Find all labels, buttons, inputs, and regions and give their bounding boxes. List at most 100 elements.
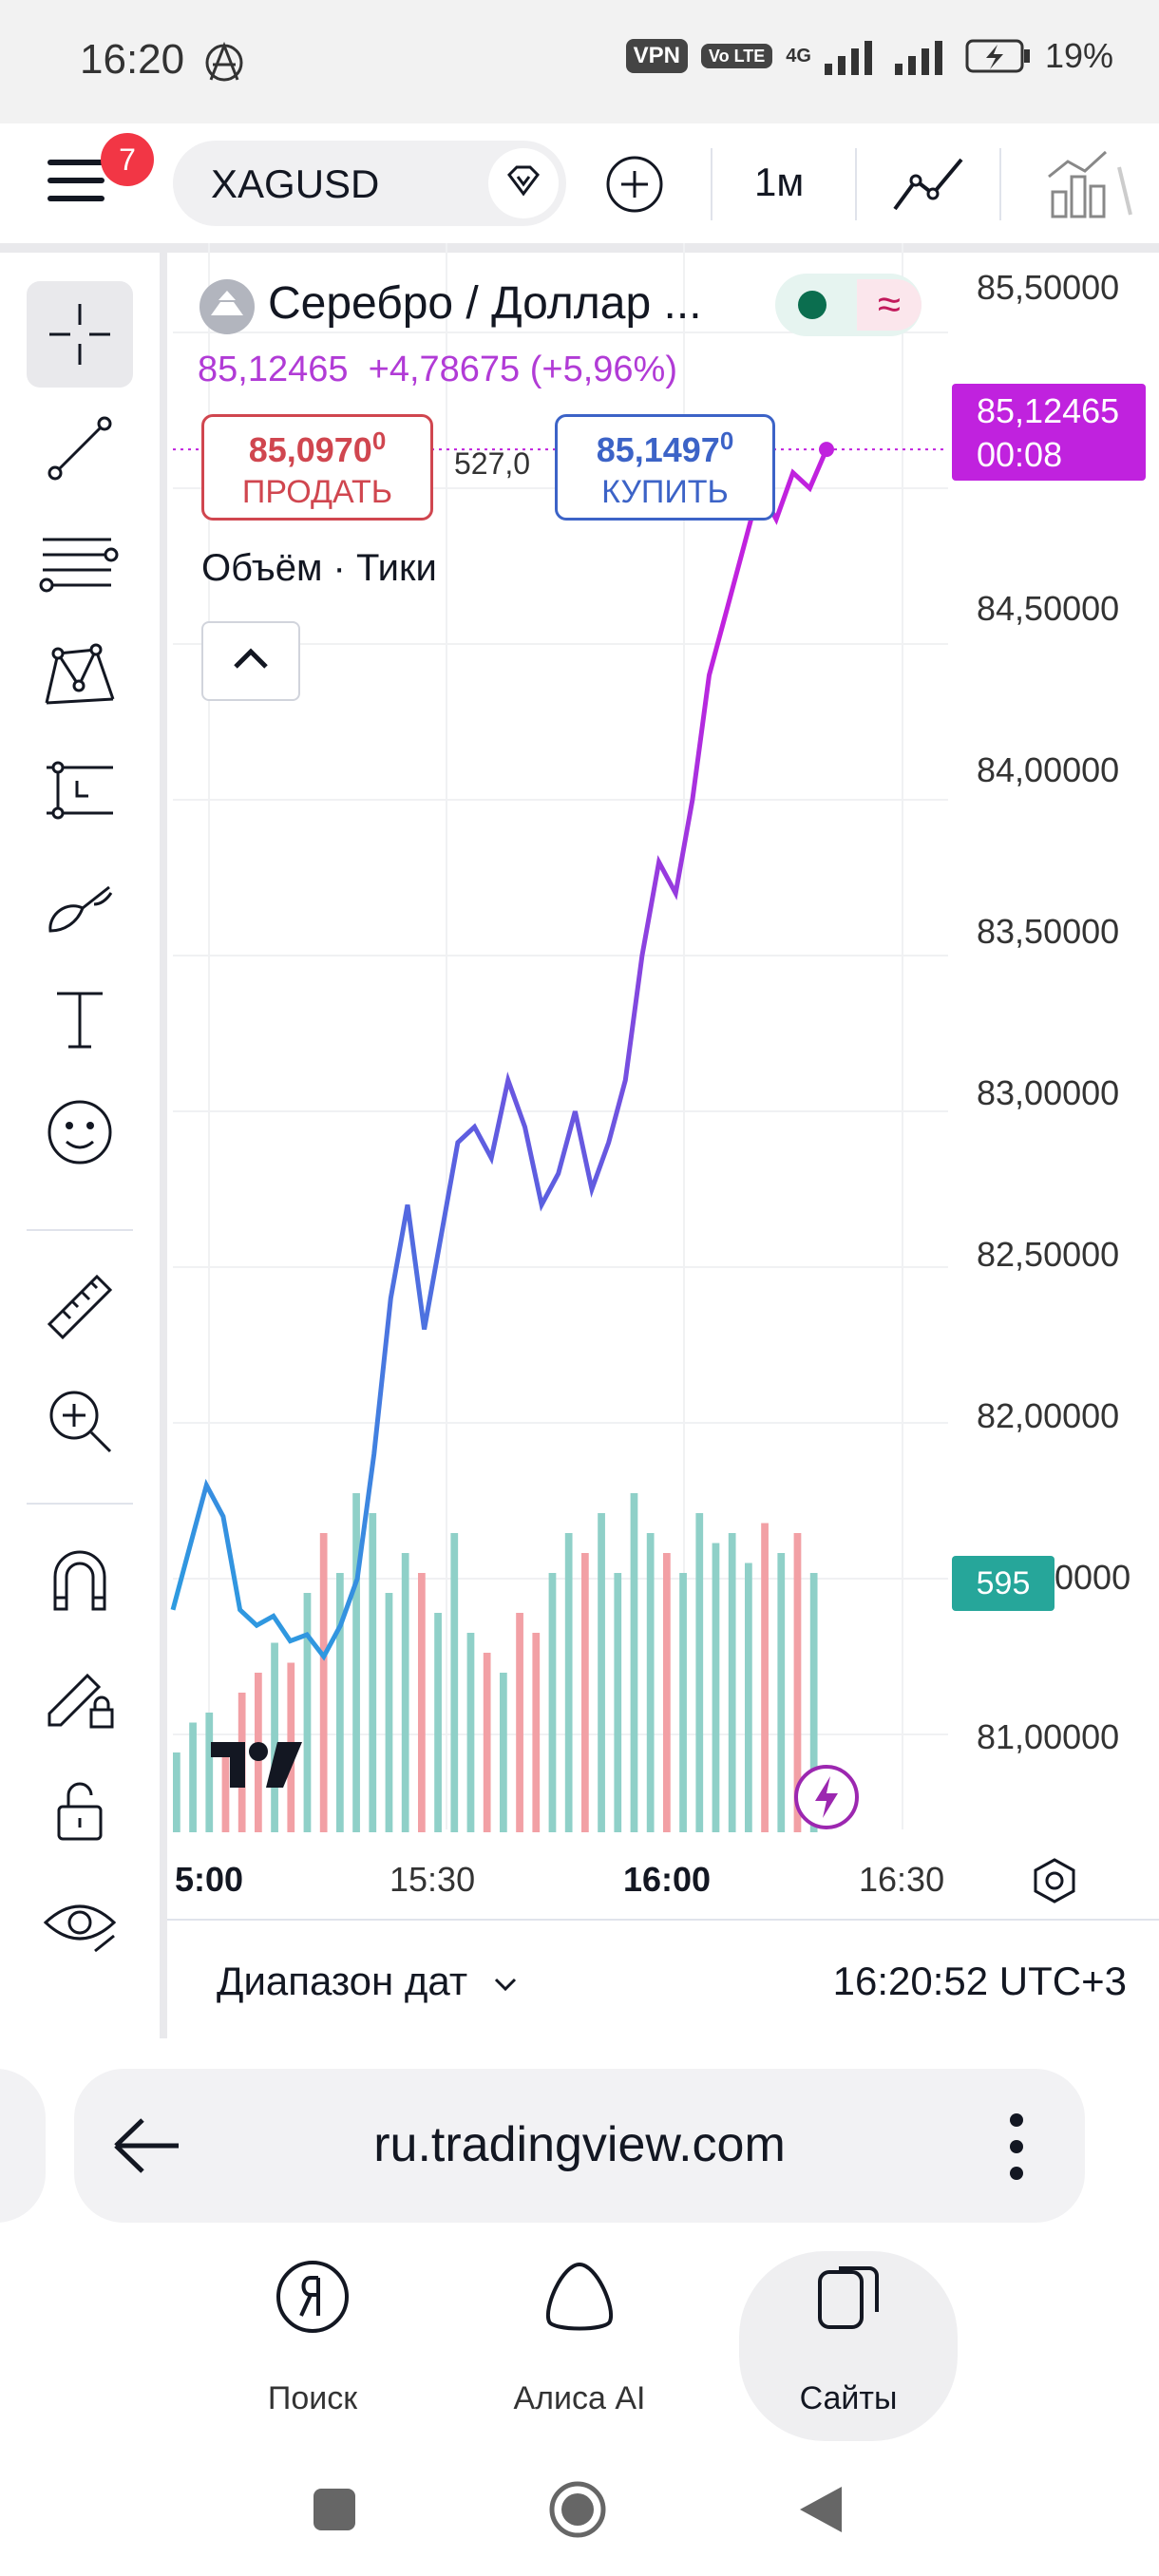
forecast-tool[interactable]: [27, 737, 133, 843]
price-axis-label: 83,00000: [977, 1073, 1120, 1112]
price-axis-label: 84,00000: [977, 750, 1120, 789]
volume-bar: [630, 1493, 638, 1832]
tradingview-logo: [211, 1742, 302, 1788]
volume-bar: [728, 1533, 736, 1832]
last-price-value: 85,12465: [977, 391, 1120, 430]
chevron-up-icon: [234, 648, 268, 669]
notification-badge: 7: [101, 133, 154, 186]
volume-bar: [695, 1513, 704, 1832]
recent-apps-icon[interactable]: [310, 2485, 359, 2534]
legend-last-price: 85,12465: [198, 350, 349, 389]
lightning-button[interactable]: [792, 1763, 861, 1831]
zoom-tool[interactable]: [27, 1368, 133, 1474]
magnet-tool[interactable]: [27, 1527, 133, 1634]
volume-bar: [598, 1513, 605, 1832]
emoji-tool[interactable]: [27, 1079, 133, 1185]
magnet-icon: [53, 1550, 106, 1611]
volume-bar: [336, 1573, 344, 1832]
price-axis-label: 82,50000: [977, 1235, 1120, 1274]
last-price-tag: 85,12465 00:08: [952, 384, 1146, 481]
symbol-title[interactable]: Серебро / Доллар ...: [268, 278, 702, 329]
pattern-tool[interactable]: [27, 623, 133, 729]
lock-drawings-tool[interactable]: [27, 1641, 133, 1748]
forecast-icon: [47, 761, 113, 820]
crosshair-tool[interactable]: [27, 281, 133, 388]
settings-hex-icon[interactable]: [1028, 1854, 1081, 1907]
timeframe-button[interactable]: 1м: [754, 160, 805, 204]
browser-nav-tabs: Поиск Алиса AI Сайты: [0, 2251, 1159, 2451]
date-range-label: Диапазон дат: [217, 1959, 468, 2003]
volume-bar: [369, 1513, 377, 1832]
fib-tool[interactable]: [27, 509, 133, 616]
symbol-search-button[interactable]: XAGUSD: [173, 141, 566, 226]
menu-button[interactable]: [48, 160, 104, 207]
buy-button[interactable]: 85,14970 КУПИТЬ: [555, 414, 775, 521]
nav-sites-label: Сайты: [799, 2380, 898, 2416]
market-status[interactable]: ≈: [775, 274, 922, 336]
nav-sites[interactable]: Сайты: [739, 2251, 958, 2441]
measure-tool[interactable]: [27, 1254, 133, 1360]
volume-bar: [221, 1742, 230, 1832]
timezone-clock[interactable]: 16:20:52 UTC+3: [832, 1959, 1127, 2003]
browser-address-bar[interactable]: ru.tradingview.com: [74, 2069, 1085, 2223]
add-symbol-button[interactable]: [604, 154, 665, 219]
status-bar: 16:20 VPN Vo LTE 4G 19%: [0, 0, 1159, 123]
nav-alice[interactable]: Алиса AI: [470, 2251, 689, 2441]
price-axis-label: 84,50000: [977, 589, 1120, 628]
volume-bar: [434, 1613, 442, 1832]
toolbar-separator: [27, 1229, 133, 1231]
status-icons: VPN Vo LTE 4G 19%: [625, 36, 1113, 76]
trend-line-tool[interactable]: [27, 395, 133, 502]
volume-bar: [401, 1553, 409, 1832]
sell-button[interactable]: 85,09700 ПРОДАТЬ: [201, 414, 433, 521]
text-tool[interactable]: [27, 965, 133, 1071]
volume-bar: [548, 1573, 557, 1832]
volume-bar: [761, 1523, 769, 1832]
time-label: 16:30: [859, 1860, 945, 1899]
home-icon[interactable]: [547, 2479, 608, 2540]
volume-bar: [646, 1533, 655, 1832]
price-chart[interactable]: [0, 243, 1159, 1858]
toolbar-divider: [711, 148, 712, 220]
chart-type-button[interactable]: [891, 152, 965, 219]
volume-bar: [777, 1553, 786, 1832]
lock-all-tool[interactable]: [27, 1755, 133, 1862]
volume-bar: [483, 1653, 491, 1832]
url-text[interactable]: ru.tradingview.com: [373, 2117, 786, 2172]
volume-bar: [205, 1713, 214, 1832]
market-open-dot: [798, 291, 826, 319]
ruler-icon: [47, 1274, 113, 1340]
collapse-legend-button[interactable]: [201, 621, 300, 701]
chart-footer: Диапазон дат 16:20:52 UTC+3: [167, 1919, 1159, 2040]
time-axis[interactable]: 5:00 15:30 16:00 16:30: [175, 1854, 1159, 1917]
volume-bar: [564, 1533, 573, 1832]
volume-bar: [500, 1673, 507, 1832]
back-icon[interactable]: [796, 2483, 846, 2536]
yandex-search-icon: [276, 2261, 349, 2333]
nav-search[interactable]: Поиск: [203, 2251, 422, 2441]
drawing-toolbar: [0, 253, 167, 2038]
price-axis-label: 81,00000: [977, 1717, 1120, 1756]
smiley-icon: [48, 1100, 112, 1165]
volume-indicator-label[interactable]: Объём · Тики: [201, 547, 437, 589]
crosshair-icon: [49, 304, 110, 365]
bar-countdown: 00:08: [977, 435, 1063, 474]
back-arrow-icon[interactable]: [110, 2112, 182, 2179]
indicators-button[interactable]: [1043, 148, 1138, 225]
more-vert-icon[interactable]: [1005, 2111, 1028, 2183]
text-icon: [57, 992, 103, 1049]
data-delay-icon: ≈: [857, 279, 922, 331]
previous-tab-stub[interactable]: [0, 2069, 46, 2223]
hide-drawings-tool[interactable]: [27, 1869, 133, 1976]
legend-change: +4,78675 (+5,96%): [368, 350, 677, 389]
last-price-dot: [819, 442, 834, 458]
price-axis-label: 85,50000: [977, 268, 1120, 307]
buy-label: КУПИТЬ: [601, 474, 729, 510]
sites-icon: [818, 2266, 879, 2329]
volume-bar: [173, 1752, 180, 1832]
date-range-button[interactable]: Диапазон дат: [217, 1959, 524, 2004]
volume-bar: [663, 1553, 671, 1832]
brush-tool[interactable]: [27, 851, 133, 957]
sell-label: ПРОДАТЬ: [241, 474, 393, 510]
diamond-icon[interactable]: [488, 148, 559, 218]
